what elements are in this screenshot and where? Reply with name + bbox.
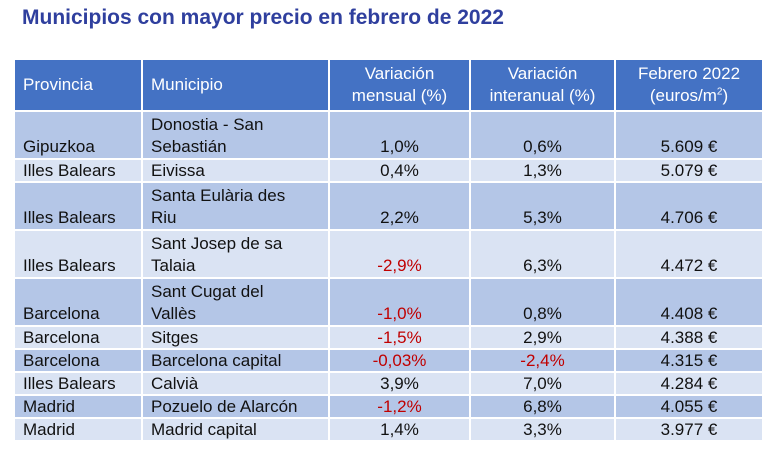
cell-variacion-mensual: -1,2% [328, 394, 471, 419]
cell-precio: 5.079 € [614, 158, 764, 183]
cell-provincia: Illes Balears [13, 181, 143, 231]
cell-municipio-line2: Talaia [151, 256, 196, 275]
cell-provincia: Illes Balears [13, 158, 143, 183]
cell-municipio-line1: Calvià [151, 374, 199, 393]
cell-precio: 4.284 € [614, 371, 764, 396]
cell-municipio: Santa Eulària des Riu [141, 181, 330, 231]
header-precio-line2: (euros/m2) [624, 85, 754, 107]
cell-variacion-interanual: 2,9% [469, 325, 616, 350]
cell-variacion-mensual: -1,0% [328, 277, 471, 327]
cell-variacion-interanual: 1,3% [469, 158, 616, 183]
cell-precio: 4.408 € [614, 277, 764, 327]
cell-municipio: Sant Cugat del Vallès [141, 277, 330, 327]
cell-municipio: Calvià [141, 371, 330, 396]
table-row: Madrid Pozuelo de Alarcón -1,2% 6,8% 4.055 € [13, 394, 764, 419]
table-row: Gipuzkoa Donostia - San Sebastián 1,0% 0,6% 5… [13, 110, 764, 160]
cell-municipio-line1: Sant Josep de sa [151, 234, 283, 253]
cell-municipio: Donostia - San Sebastián [141, 110, 330, 160]
cell-provincia: Barcelona [13, 348, 143, 373]
header-precio-unit-close: ) [722, 86, 729, 105]
table-row: Illes Balears Calvià 3,9% 7,0% 4.284 € [13, 371, 764, 396]
header-variacion-interanual-line1: Variación [507, 64, 578, 83]
header-variacion-mensual-line2: mensual (%) [351, 86, 448, 105]
cell-variacion-interanual: 6,8% [469, 394, 616, 419]
cell-municipio-line1: Sant Cugat del [151, 282, 264, 301]
header-variacion-mensual: Variación mensual (%) [328, 58, 471, 112]
cell-provincia: Illes Balears [13, 371, 143, 396]
header-precio-unit-exponent: 2 [716, 86, 723, 98]
cell-municipio-line1: Eivissa [151, 161, 205, 180]
cell-municipio-line1: Santa Eulària des [151, 186, 286, 205]
cell-municipio-line1: Pozuelo de Alarcón [151, 397, 298, 416]
page-title: Municipios con mayor precio en febrero d… [22, 6, 504, 29]
cell-variacion-mensual: 1,0% [328, 110, 471, 160]
cell-municipio-line2: Vallès [151, 304, 197, 323]
cell-municipio: Madrid capital [141, 417, 330, 442]
header-municipio: Municipio [141, 58, 330, 112]
cell-municipio: Pozuelo de Alarcón [141, 394, 330, 419]
table-row: Illes Balears Sant Josep de sa Talaia -2,9%… [13, 229, 764, 279]
cell-variacion-mensual: -2,9% [328, 229, 471, 279]
cell-precio: 4.388 € [614, 325, 764, 350]
cell-provincia: Madrid [13, 417, 143, 442]
cell-municipio-line1: Donostia - San [151, 115, 264, 134]
cell-municipio-line1: Madrid capital [151, 420, 257, 439]
table-row: Madrid Madrid capital 1,4% 3,3% 3.977 € [13, 417, 764, 442]
cell-municipio-line2: Sebastián [151, 137, 227, 156]
price-table: Provincia Municipio Variación mensual (%… [13, 58, 764, 442]
cell-variacion-interanual: 0,6% [469, 110, 616, 160]
cell-variacion-mensual: 2,2% [328, 181, 471, 231]
cell-municipio-line2: Riu [151, 208, 177, 227]
cell-municipio-line1: Sitges [151, 328, 199, 347]
cell-precio: 5.609 € [614, 110, 764, 160]
cell-variacion-mensual: 1,4% [328, 417, 471, 442]
cell-variacion-mensual: -1,5% [328, 325, 471, 350]
cell-variacion-interanual: 3,3% [469, 417, 616, 442]
cell-variacion-mensual: 0,4% [328, 158, 471, 183]
cell-precio: 4.315 € [614, 348, 764, 373]
cell-variacion-interanual: 5,3% [469, 181, 616, 231]
cell-provincia: Barcelona [13, 325, 143, 350]
cell-municipio: Eivissa [141, 158, 330, 183]
table-row: Barcelona Sant Cugat del Vallès -1,0% 0,8% 4.… [13, 277, 764, 327]
cell-municipio: Barcelona capital [141, 348, 330, 373]
cell-variacion-interanual: 0,8% [469, 277, 616, 327]
cell-precio: 3.977 € [614, 417, 764, 442]
table-row: Illes Balears Eivissa 0,4% 1,3% 5.079 € [13, 158, 764, 183]
table-header-row: Provincia Municipio Variación mensual (%… [13, 58, 764, 112]
cell-variacion-interanual: -2,4% [469, 348, 616, 373]
cell-precio: 4.706 € [614, 181, 764, 231]
cell-precio: 4.055 € [614, 394, 764, 419]
cell-variacion-interanual: 6,3% [469, 229, 616, 279]
cell-provincia: Barcelona [13, 277, 143, 327]
table-row: Barcelona Barcelona capital -0,03% -2,4% 4.3… [13, 348, 764, 373]
header-provincia: Provincia [13, 58, 143, 112]
cell-precio: 4.472 € [614, 229, 764, 279]
cell-variacion-interanual: 7,0% [469, 371, 616, 396]
cell-provincia: Gipuzkoa [13, 110, 143, 160]
cell-municipio-line1: Barcelona capital [151, 351, 282, 370]
table-row: Illes Balears Santa Eulària des Riu 2,2% 5,3… [13, 181, 764, 231]
cell-municipio: Sitges [141, 325, 330, 350]
cell-provincia: Madrid [13, 394, 143, 419]
header-variacion-interanual-line2: interanual (%) [489, 86, 596, 105]
header-variacion-mensual-line1: Variación [364, 64, 435, 83]
cell-municipio: Sant Josep de sa Talaia [141, 229, 330, 279]
cell-variacion-mensual: 3,9% [328, 371, 471, 396]
table-row: Barcelona Sitges -1,5% 2,9% 4.388 € [13, 325, 764, 350]
header-precio: Febrero 2022 (euros/m2) [614, 58, 764, 112]
cell-provincia: Illes Balears [13, 229, 143, 279]
header-variacion-interanual: Variación interanual (%) [469, 58, 616, 112]
cell-variacion-mensual: -0,03% [328, 348, 471, 373]
header-precio-unit: (euros/m [649, 86, 717, 105]
header-precio-line1: Febrero 2022 [637, 64, 741, 83]
